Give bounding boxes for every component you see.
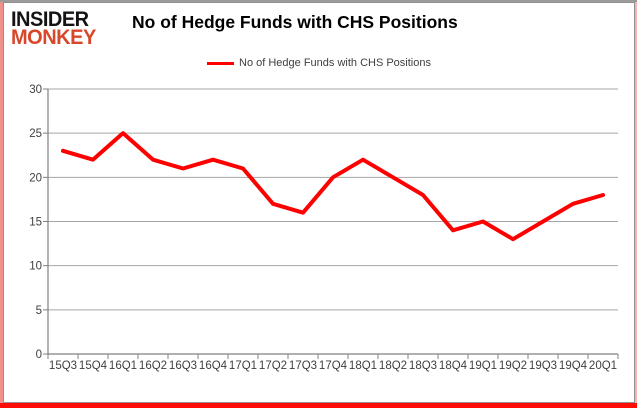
svg-text:19Q2: 19Q2 (499, 360, 527, 372)
frame-edge-top (0, 0, 637, 2)
frame-edge-left (0, 2, 3, 403)
svg-text:19Q4: 19Q4 (559, 360, 588, 372)
svg-text:18Q1: 18Q1 (349, 360, 377, 372)
svg-text:17Q4: 17Q4 (319, 360, 348, 372)
chart-canvas: INSIDER MONKEY No of Hedge Funds with CH… (3, 2, 635, 403)
insider-monkey-logo: INSIDER MONKEY (11, 7, 96, 50)
svg-text:25: 25 (29, 128, 42, 140)
svg-text:30: 30 (29, 84, 42, 96)
svg-text:17Q2: 17Q2 (259, 360, 287, 372)
svg-text:18Q4: 18Q4 (439, 360, 468, 372)
logo-word-monkey: MONKEY (11, 26, 96, 50)
svg-text:15Q4: 15Q4 (79, 360, 108, 372)
legend-line-swatch (207, 61, 234, 65)
svg-text:17Q1: 17Q1 (229, 360, 257, 372)
svg-text:18Q3: 18Q3 (409, 360, 437, 372)
svg-text:16Q1: 16Q1 (109, 360, 137, 372)
svg-text:15Q3: 15Q3 (49, 360, 77, 372)
frame-edge-bottom (0, 403, 637, 408)
svg-text:20Q1: 20Q1 (589, 360, 617, 372)
svg-text:15: 15 (29, 217, 42, 229)
svg-text:17Q3: 17Q3 (289, 360, 317, 372)
svg-text:5: 5 (36, 305, 42, 317)
svg-text:19Q3: 19Q3 (529, 360, 557, 372)
svg-text:20: 20 (29, 172, 42, 184)
legend-label: No of Hedge Funds with CHS Positions (239, 57, 431, 69)
logo-word-insider: INSIDER (11, 7, 89, 32)
svg-text:16Q3: 16Q3 (169, 360, 197, 372)
frame-edge-right (635, 2, 637, 403)
line-chart-plot-area: 0 5 10 15 20 25 30 15Q3 15Q4 16Q1 16Q2 16Q3 16Q4 17Q1… (29, 84, 619, 372)
svg-text:16Q2: 16Q2 (139, 360, 167, 372)
svg-text:18Q2: 18Q2 (379, 360, 407, 372)
chart-title: No of Hedge Funds with CHS Positions (132, 12, 458, 32)
svg-text:19Q1: 19Q1 (469, 360, 497, 372)
svg-text:0: 0 (36, 349, 42, 361)
svg-text:16Q4: 16Q4 (199, 360, 228, 372)
svg-text:10: 10 (29, 261, 42, 273)
legend: No of Hedge Funds with CHS Positions (4, 55, 634, 71)
